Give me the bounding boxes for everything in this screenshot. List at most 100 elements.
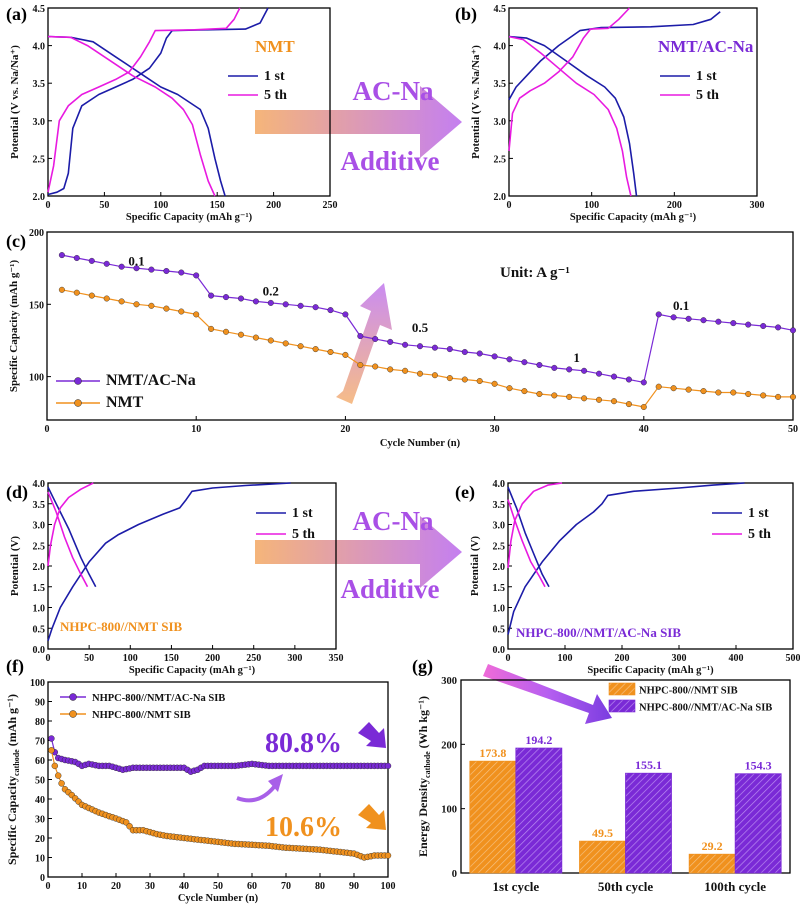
additive-arrow-bottom: AC-Na Additive <box>255 506 462 604</box>
chart-title: NHPC-800//NMT/AC-Na SIB <box>516 625 681 640</box>
x-axis-label: Specific Capacity (mAh g⁻¹) <box>570 212 697 223</box>
data-point <box>51 762 58 770</box>
data-point <box>551 392 558 399</box>
data-point <box>267 337 274 344</box>
x-tick-label: 150 <box>210 200 225 211</box>
y-tick-label: 2.0 <box>493 562 506 573</box>
y-tick-label: 3.5 <box>494 79 507 90</box>
bar-value-label: 154.3 <box>745 759 772 773</box>
retention-arrow-acna <box>358 722 386 748</box>
data-point <box>715 318 722 325</box>
legend-swatch <box>608 699 636 713</box>
bar-value-label: 173.8 <box>479 746 506 760</box>
data-point <box>58 286 65 293</box>
data-point <box>282 301 289 308</box>
x-tick-label: 200 <box>205 653 220 664</box>
data-point <box>790 327 797 334</box>
improvement-curved-arrow <box>236 785 276 803</box>
data-point <box>103 295 110 302</box>
legend-label: NHPC-800//NMT SIB <box>92 710 191 721</box>
x-tick-label: 60 <box>247 881 257 892</box>
chart-panel-d: 0 50 100 150 200 250 300 350 0.0 0.5 1.0 1.5 2.0 2.5 3… <box>9 479 344 676</box>
chart-title: Unit: A g⁻¹ <box>500 265 570 281</box>
x-tick-label: 0 <box>507 200 512 211</box>
data-point <box>491 353 498 360</box>
data-point <box>506 356 513 363</box>
data-point <box>297 302 304 309</box>
data-point <box>655 311 662 318</box>
data-point <box>506 385 513 392</box>
y-tick-label: 100 <box>441 805 457 816</box>
data-point <box>252 298 259 305</box>
y-tick-label: 4.5 <box>494 4 507 15</box>
data-point <box>384 762 392 770</box>
retention-arrow-nmt <box>358 804 386 830</box>
data-point <box>402 367 409 374</box>
data-point <box>58 780 65 787</box>
y-tick-label: 0.0 <box>493 645 506 656</box>
data-point <box>193 311 200 318</box>
data-point <box>775 393 782 400</box>
series-line <box>508 35 638 197</box>
data-point <box>312 346 319 353</box>
y-tick-label: 1.0 <box>493 604 506 615</box>
data-point <box>297 343 304 350</box>
data-point <box>640 404 647 411</box>
panel-label-c: (c) <box>6 231 26 252</box>
bar-value-label: 29.2 <box>702 839 723 853</box>
data-point <box>55 772 62 779</box>
data-point <box>670 314 677 321</box>
series-line <box>507 482 745 635</box>
data-point <box>327 349 334 356</box>
x-tick-label: 90 <box>349 881 359 892</box>
x-tick-label: 80 <box>315 881 325 892</box>
panel-label-g: (g) <box>412 656 433 677</box>
y-tick-label: 50 <box>35 776 45 787</box>
x-tick-label: 10 <box>77 881 87 892</box>
data-point <box>446 346 453 353</box>
additive-arrow-label-1: AC-Na <box>353 76 434 106</box>
data-point <box>745 391 752 398</box>
data-point <box>760 323 767 330</box>
y-tick-label: 150 <box>29 300 44 311</box>
data-point <box>655 383 662 390</box>
y-tick-label: 1.5 <box>493 583 506 594</box>
bar <box>734 773 782 874</box>
x-tick-label: 0 <box>45 424 50 435</box>
y-tick-label: 200 <box>29 228 44 239</box>
data-point <box>446 375 453 382</box>
panel-label-a: (a) <box>6 4 27 25</box>
y-axis-label: Energy Densitycathode (Wh kg⁻¹) <box>416 696 432 857</box>
y-axis-label: Potential (V) <box>9 536 21 597</box>
y-tick-label: 1.5 <box>33 583 46 594</box>
data-point <box>700 317 707 324</box>
series-line <box>507 486 550 588</box>
data-point <box>461 376 468 383</box>
y-tick-label: 2.5 <box>33 154 46 165</box>
data-point <box>536 362 543 369</box>
data-point <box>596 396 603 403</box>
data-point <box>48 747 55 754</box>
data-point <box>237 331 244 338</box>
additive-arrow-label-2: Additive <box>340 146 439 176</box>
rate-label: 0.5 <box>412 320 429 335</box>
y-tick-label: 3.5 <box>33 500 46 511</box>
data-point <box>417 343 424 350</box>
y-axis-label-main: Specific Capacity <box>5 776 19 865</box>
y-tick-label: 1.0 <box>33 604 46 615</box>
data-point <box>461 349 468 356</box>
data-point <box>163 268 170 275</box>
series-line <box>47 35 216 197</box>
x-tick-label: 500 <box>786 653 800 664</box>
y-tick-label: 0.5 <box>33 624 46 635</box>
y-tick-label: 30 <box>35 815 45 826</box>
additive-arrow-shape <box>255 516 462 588</box>
rate-increase-arrow <box>336 283 392 404</box>
data-point <box>387 338 394 345</box>
y-tick-label: 3.0 <box>493 521 506 532</box>
data-point <box>402 341 409 348</box>
data-point <box>267 299 274 306</box>
y-tick-label: 70 <box>35 737 45 748</box>
x-tick-label: 200 <box>266 200 281 211</box>
bar <box>515 747 563 874</box>
